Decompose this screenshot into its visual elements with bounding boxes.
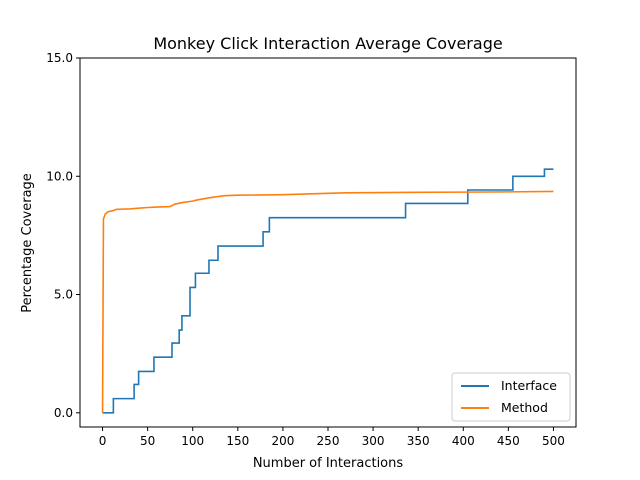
x-tick-label: 150 bbox=[226, 434, 249, 448]
y-tick-label: 10.0 bbox=[46, 169, 73, 183]
series-line-interface bbox=[102, 168, 554, 414]
x-tick-label: 50 bbox=[140, 434, 155, 448]
legend-label-interface: Interface bbox=[501, 378, 557, 393]
y-axis: 0.0 5.0 10.0 15.0 bbox=[46, 51, 80, 420]
y-tick-label: 0.0 bbox=[54, 406, 73, 420]
x-tick-label: 500 bbox=[542, 434, 565, 448]
x-tick-label: 250 bbox=[317, 434, 340, 448]
y-axis-label: Percentage Coverage bbox=[20, 173, 35, 313]
x-tick-label: 450 bbox=[497, 434, 520, 448]
series-layer bbox=[101, 168, 554, 414]
legend: Interface Method bbox=[451, 372, 571, 422]
x-axis-label: Number of Interactions bbox=[253, 456, 404, 471]
x-tick-label: 350 bbox=[407, 434, 430, 448]
x-tick-label: 100 bbox=[181, 434, 204, 448]
y-tick-label: 5.0 bbox=[54, 288, 73, 302]
x-tick-label: 300 bbox=[362, 434, 385, 448]
y-tick-label: 15.0 bbox=[46, 51, 73, 65]
chart-title: Monkey Click Interaction Average Coverag… bbox=[153, 34, 502, 53]
x-axis: 0 50 100 150 200 250 300 350 400 450 500 bbox=[99, 427, 565, 448]
series-line-method bbox=[101, 190, 554, 413]
x-tick-label: 400 bbox=[452, 434, 475, 448]
x-tick-label: 0 bbox=[99, 434, 107, 448]
legend-label-method: Method bbox=[501, 400, 548, 415]
x-tick-label: 200 bbox=[271, 434, 294, 448]
